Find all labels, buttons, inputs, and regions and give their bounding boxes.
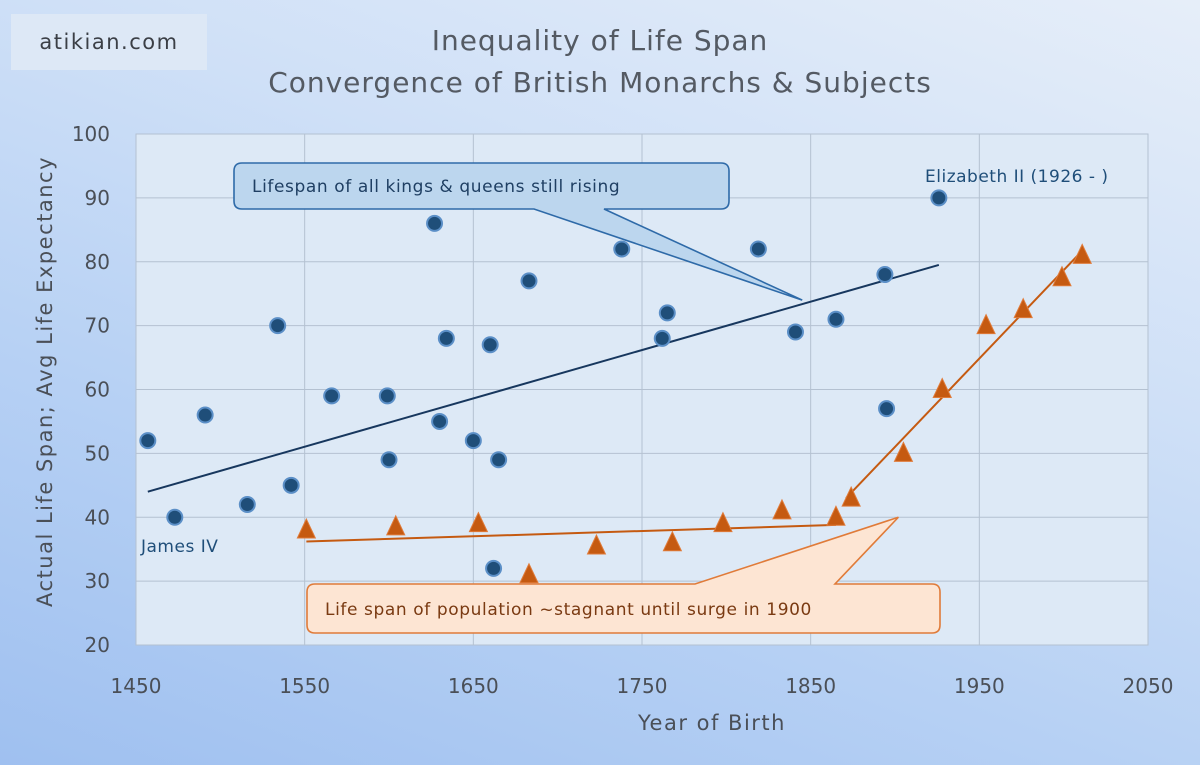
monarch-point xyxy=(930,189,948,207)
monarch-point xyxy=(749,240,767,258)
brand-label: atikian.com xyxy=(11,14,207,70)
monarch-point xyxy=(490,451,508,469)
monarch-point xyxy=(238,495,256,513)
population-point xyxy=(586,533,607,555)
population-point xyxy=(468,511,489,533)
trendline-monarchs xyxy=(147,263,940,493)
population-point xyxy=(893,441,914,462)
y-tick-label: 40 xyxy=(85,505,110,529)
monarch-point xyxy=(464,432,482,450)
y-tick-label: 60 xyxy=(85,378,110,402)
annotation-elizabeth-ii: Elizabeth II (1926 - ) xyxy=(925,167,1109,187)
callout-monarchs-text: Lifespan of all kings & queens still ris… xyxy=(252,177,620,197)
population-point xyxy=(841,485,861,507)
monarch-point xyxy=(653,329,671,347)
y-tick-label: 30 xyxy=(85,569,110,593)
population-point xyxy=(385,514,406,536)
monarch-point xyxy=(323,387,341,405)
population-point xyxy=(932,377,953,398)
x-tick-label: 1950 xyxy=(954,674,1005,698)
monarch-point xyxy=(786,323,804,341)
y-tick-label: 100 xyxy=(72,122,110,146)
chart-title-line2: Convergence of British Monarchs & Subjec… xyxy=(268,66,932,99)
chart-title-line1: Inequality of Life Span xyxy=(431,24,769,57)
x-tick-labels: 1450 1550 1650 1750 1850 1950 2050 xyxy=(111,674,1174,698)
population-point xyxy=(713,511,733,533)
data-marks xyxy=(139,189,1093,584)
callout-monarchs-bubble xyxy=(233,162,803,301)
monarch-point xyxy=(437,329,455,347)
x-axis-label: Year of Birth xyxy=(637,711,786,735)
callout-population-bubble xyxy=(306,516,941,634)
population-point xyxy=(519,562,539,584)
population-point xyxy=(826,505,846,526)
monarch-point xyxy=(380,451,398,469)
monarch-point xyxy=(481,336,499,354)
x-tick-label: 1850 xyxy=(785,674,836,698)
callout-population-text: Life span of population ~stagnant until … xyxy=(325,600,812,620)
x-tick-label: 1450 xyxy=(111,674,162,698)
y-tick-label: 70 xyxy=(85,314,110,338)
monarch-point xyxy=(166,508,184,526)
monarch-point xyxy=(520,272,538,290)
monarch-point xyxy=(139,432,157,450)
y-tick-label: 50 xyxy=(85,441,110,465)
y-tick-label: 90 xyxy=(85,186,110,210)
monarch-point xyxy=(876,266,894,284)
population-point xyxy=(1013,297,1033,319)
population-point xyxy=(662,530,683,552)
x-tick-label: 1550 xyxy=(279,674,330,698)
population-point xyxy=(1052,265,1072,287)
monarch-point xyxy=(282,476,300,494)
y-tick-label: 20 xyxy=(85,633,110,657)
monarch-point xyxy=(431,412,449,430)
monarch-point xyxy=(269,317,287,335)
x-tick-label: 1650 xyxy=(448,674,499,698)
monarch-point xyxy=(878,400,896,418)
callouts: Lifespan of all kings & queens still ris… xyxy=(233,162,941,634)
monarch-point xyxy=(378,387,396,405)
trendline-population-2 xyxy=(845,248,1085,499)
population-point xyxy=(772,498,792,520)
annotation-james-iv: James IV xyxy=(140,537,218,557)
x-tick-label: 2050 xyxy=(1123,674,1174,698)
population-point xyxy=(296,517,317,539)
monarch-point xyxy=(426,214,444,232)
trendlines xyxy=(147,248,1085,543)
y-axis-label: Actual Life Span; Avg Life Expectancy xyxy=(33,156,57,607)
y-tick-label: 80 xyxy=(85,250,110,274)
x-tick-label: 1750 xyxy=(617,674,668,698)
monarch-point xyxy=(827,310,845,328)
population-point xyxy=(1072,243,1093,264)
population-point xyxy=(976,313,996,335)
trendline-population-1 xyxy=(306,523,836,543)
monarch-point xyxy=(196,406,214,424)
monarch-point xyxy=(658,304,676,322)
y-tick-labels: 20 30 40 50 60 70 80 90 100 xyxy=(72,122,110,657)
annotations: James IV Elizabeth II (1926 - ) xyxy=(140,167,1109,557)
monarch-point xyxy=(613,240,631,258)
monarch-point xyxy=(485,559,503,577)
